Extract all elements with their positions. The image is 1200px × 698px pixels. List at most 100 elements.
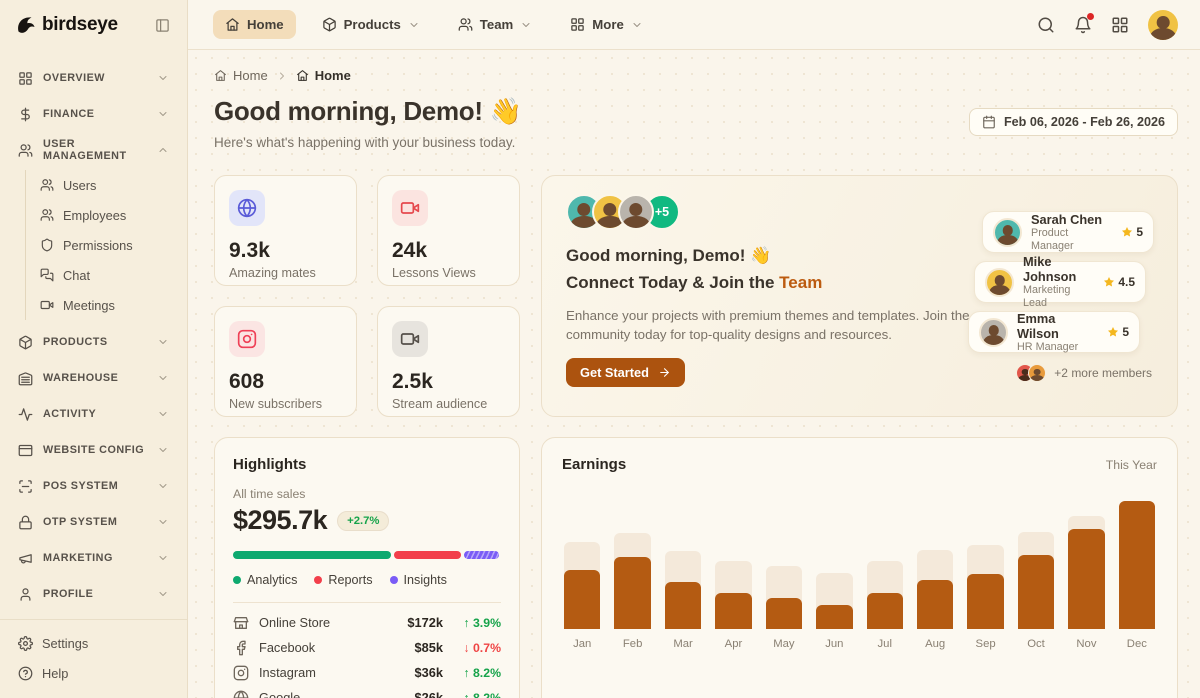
chat-icon <box>40 268 54 282</box>
stat-value: 9.3k <box>229 239 270 262</box>
cta-label: Get Started <box>580 365 649 380</box>
x-axis-label: May <box>773 638 795 650</box>
channel-name: Google <box>259 690 301 698</box>
topbar-right <box>1037 9 1178 40</box>
sidebar-item-overview[interactable]: OVERVIEW <box>10 60 177 96</box>
sidebar-item-label: MARKETING <box>43 552 113 564</box>
home-icon <box>214 69 227 82</box>
top-nav-team[interactable]: Team <box>446 10 544 39</box>
sidebar-item-profile[interactable]: PROFILE <box>10 576 177 612</box>
search-button[interactable] <box>1037 16 1055 34</box>
top-nav-more[interactable]: More <box>558 10 655 39</box>
main-area: Home Products Team More <box>188 0 1200 698</box>
sidebar-item-website-config[interactable]: WEBSITE CONFIG <box>10 432 177 468</box>
panel-collapse-icon <box>155 18 170 33</box>
stat-card-stream-audience: 2.5k Stream audience <box>377 306 520 417</box>
sidebar-item-marketing[interactable]: MARKETING <box>10 540 177 576</box>
team-headline: Connect Today & Join the Team <box>566 273 823 292</box>
brand-logo[interactable]: birdseye <box>14 13 118 37</box>
top-nav-home[interactable]: Home <box>213 10 296 39</box>
channel-change: ↑ 8.2% <box>463 665 501 680</box>
breadcrumb: Home Home <box>214 68 1178 83</box>
sidebar-item-users[interactable]: Users <box>32 170 177 200</box>
stat-value: 2.5k <box>392 370 433 393</box>
lock-icon <box>18 515 33 530</box>
users-icon <box>458 17 473 32</box>
top-nav-products[interactable]: Products <box>310 10 432 39</box>
bar-sep[interactable]: Sep <box>967 501 1004 650</box>
bar-dec[interactable]: Dec <box>1118 501 1156 650</box>
footer-item-label: Settings <box>42 635 89 651</box>
channel-value: $36k <box>414 665 443 680</box>
get-started-button[interactable]: Get Started <box>566 358 685 387</box>
breadcrumb-current[interactable]: Home <box>296 68 351 83</box>
top-nav-label: Products <box>343 17 401 32</box>
wave-emoji: 👋 <box>750 246 772 265</box>
member-card-sarah-chen[interactable]: Sarah Chen Product Manager 5 <box>982 211 1154 253</box>
member-card-emma-wilson[interactable]: Emma Wilson HR Manager 5 <box>968 311 1140 353</box>
team-description: Enhance your projects with premium theme… <box>566 308 970 342</box>
sidebar-item-pos-system[interactable]: POS SYSTEM <box>10 468 177 504</box>
date-range-picker[interactable]: Feb 06, 2026 - Feb 26, 2026 <box>968 108 1178 136</box>
bar-may[interactable]: May <box>765 501 803 650</box>
sidebar-item-otp-system[interactable]: OTP SYSTEM <box>10 504 177 540</box>
channel-row-online-store: Online Store $172k ↑ 3.9% <box>233 610 501 635</box>
sales-channels-list: Online Store $172k ↑ 3.9% Facebook $85k … <box>233 602 501 698</box>
earnings-period[interactable]: This Year <box>1105 457 1157 472</box>
apps-button[interactable] <box>1111 16 1129 34</box>
sidebar-item-finance[interactable]: FINANCE <box>10 96 177 132</box>
x-axis-label: Apr <box>724 638 743 650</box>
highlights-title: Highlights <box>233 456 307 473</box>
sidebar-item-chat[interactable]: Chat <box>32 260 177 290</box>
team-headline-highlight[interactable]: Team <box>779 273 823 292</box>
chevron-down-icon <box>157 516 169 528</box>
member-avatar <box>618 194 654 230</box>
dollar-icon <box>18 107 33 122</box>
globe-icon <box>229 190 265 226</box>
sidebar-item-permissions[interactable]: Permissions <box>32 230 177 260</box>
sidebar-item-activity[interactable]: ACTIVITY <box>10 396 177 432</box>
sidebar-item-warehouse[interactable]: WAREHOUSE <box>10 360 177 396</box>
sidebar-nav: OVERVIEW FINANCE USER MANAGEMENT Users <box>0 50 187 619</box>
sidebar-item-meetings[interactable]: Meetings <box>32 290 177 320</box>
sidebar-item-products[interactable]: PRODUCTS <box>10 324 177 360</box>
sidebar-item-label: WEBSITE CONFIG <box>43 444 145 456</box>
bar-jan[interactable]: Jan <box>564 501 601 650</box>
sales-legend: Analytics Reports Insights <box>233 573 501 587</box>
stat-value: 24k <box>392 239 428 262</box>
earnings-chart: Jan Feb Mar Apr May Jun Jul Aug Sep Oct Nov Dec <box>562 501 1157 650</box>
grid-icon <box>570 17 585 32</box>
help-circle-icon <box>18 666 33 681</box>
breadcrumb-home[interactable]: Home <box>214 68 268 83</box>
member-rating: 4.5 <box>1103 275 1135 289</box>
star-icon <box>1121 226 1133 238</box>
channel-change: ↓ 0.7% <box>463 640 501 655</box>
sidebar-item-help[interactable]: Help <box>10 658 177 688</box>
bar-apr[interactable]: Apr <box>715 501 752 650</box>
bar-jun[interactable]: Jun <box>816 501 853 650</box>
sidebar-item-settings[interactable]: Settings <box>10 628 177 658</box>
user-avatar[interactable] <box>1148 9 1178 40</box>
sales-change-badge: +2.7% <box>337 510 390 531</box>
bar-oct[interactable]: Oct <box>1017 501 1055 650</box>
bar-mar[interactable]: Mar <box>664 501 702 650</box>
bar-jul[interactable]: Jul <box>866 501 903 650</box>
member-rating: 5 <box>1121 225 1143 239</box>
chevron-up-icon <box>157 144 169 156</box>
member-card-mike-johnson[interactable]: Mike Johnson Marketing Lead 4.5 <box>974 254 1146 309</box>
bar-aug[interactable]: Aug <box>916 501 954 650</box>
channel-name: Facebook <box>259 640 316 655</box>
notifications-button[interactable] <box>1074 12 1094 34</box>
sidebar-item-user-management[interactable]: USER MANAGEMENT <box>10 132 177 168</box>
avatar <box>979 317 1008 347</box>
bar-nov[interactable]: Nov <box>1068 501 1105 650</box>
top-nav-label: Team <box>479 17 514 32</box>
total-sales-value: $295.7k <box>233 505 328 535</box>
more-members[interactable]: +2 more members <box>1016 364 1152 382</box>
channel-name: Online Store <box>259 615 331 630</box>
sidebar-collapse-button[interactable] <box>151 14 173 36</box>
package-icon <box>322 17 337 32</box>
sidebar-item-employees[interactable]: Employees <box>32 200 177 230</box>
bar-feb[interactable]: Feb <box>614 501 651 650</box>
progress-segment-analytics <box>233 551 392 559</box>
